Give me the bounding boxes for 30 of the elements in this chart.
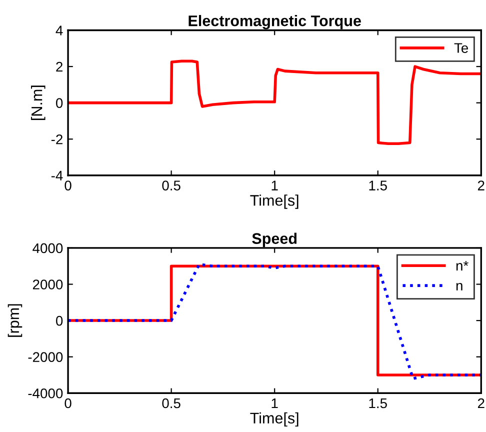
legend-label: n <box>456 282 462 290</box>
x-tick-label: 0.5 <box>162 180 180 190</box>
y-tick-label: 0 <box>56 316 63 326</box>
x-tick-label: 0 <box>64 180 72 190</box>
y-tick-label: -4 <box>51 170 63 180</box>
y-axis-title: [rpm] <box>8 304 22 337</box>
x-tick-label: 0 <box>64 398 72 408</box>
y-tick-label: 2000 <box>32 280 63 290</box>
x-tick-label: 0.5 <box>162 398 180 408</box>
y-tick-label: 4 <box>56 26 63 36</box>
x-axis-title: Time[s] <box>250 412 298 427</box>
y-tick-label: -4000 <box>28 388 63 398</box>
x-tick-label: 1.5 <box>369 398 387 408</box>
y-tick-label: -2 <box>51 134 62 144</box>
y-tick-label: 2 <box>56 62 62 72</box>
x-axis-title: Time[s] <box>250 194 298 209</box>
x-tick-label: 1 <box>272 398 278 408</box>
y-tick-label: -2000 <box>28 352 63 362</box>
y-tick-label: 0 <box>56 98 63 108</box>
x-tick-label: 2 <box>478 398 484 408</box>
chart-title: Electromagnetic Torque <box>188 15 361 30</box>
x-tick-label: 1.5 <box>369 180 387 190</box>
line-series <box>68 60 482 146</box>
legend-label: n* <box>456 260 468 271</box>
x-tick-label: 2 <box>478 180 484 190</box>
legend-label: Te <box>454 43 468 53</box>
y-axis-title: [N.m] <box>31 86 46 120</box>
x-tick-label: 1 <box>272 180 278 190</box>
y-tick-label: 4000 <box>32 243 63 254</box>
chart-title: Speed <box>252 232 297 247</box>
